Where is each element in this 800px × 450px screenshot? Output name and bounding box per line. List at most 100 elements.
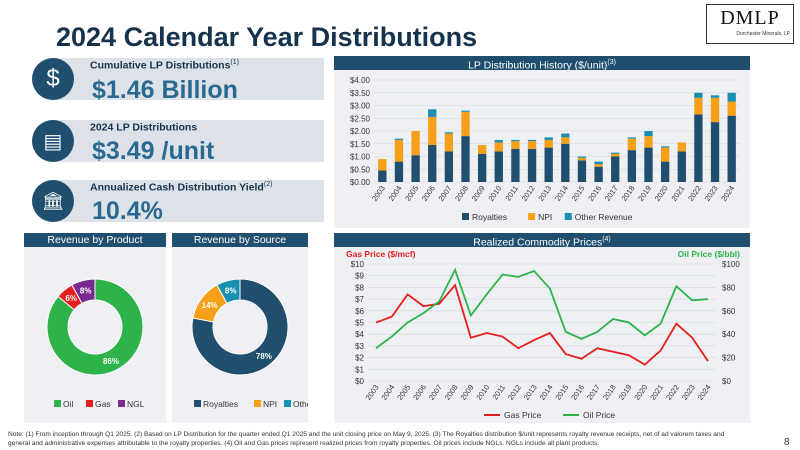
y-left-tick-label: $10 (351, 260, 365, 269)
x-tick-label: 2017 (585, 383, 602, 402)
y-tick-label: $0.50 (350, 165, 371, 174)
x-tick-label: 2023 (703, 184, 720, 203)
legend-label: NGL (127, 399, 145, 409)
x-tick-label: 2011 (490, 383, 507, 401)
kpi-background (54, 120, 324, 162)
x-tick-label: 2020 (632, 383, 649, 402)
bar-npi (577, 157, 587, 161)
source-chart-panel: 78% 14% 8% Royalties NPI Other (172, 247, 314, 423)
y-left-tick-label: $5 (355, 319, 364, 328)
donut-value-label: 14% (202, 301, 218, 310)
y-left-tick-label: $8 (355, 283, 364, 292)
donut-slice-other (216, 278, 241, 305)
y-left-tick-label: $4 (355, 330, 364, 339)
bar-royalties (694, 114, 703, 182)
x-tick-label: 2023 (680, 383, 697, 402)
x-tick-label: 2005 (395, 383, 412, 402)
product-donut-chart: 86% 6%8% Oil Gas NGL (46, 278, 145, 409)
y-tick-label: $0.00 (350, 178, 371, 187)
kpi-label: Cumulative LP Distributions(1) (90, 59, 239, 72)
bar-npi (411, 131, 420, 156)
bar-npi (378, 159, 387, 171)
company-logo: DMLP Dorchester Minerals, LP (706, 4, 794, 44)
legend-label: Royalties (203, 399, 238, 409)
legend-swatch (564, 213, 572, 220)
donut-slice-royalties (191, 278, 289, 376)
bar-npi (644, 136, 653, 148)
bar-royalties (494, 151, 503, 182)
bar-npi (677, 142, 686, 152)
y-right-tick-label: $0 (722, 377, 731, 386)
bar-other-revenue (594, 161, 603, 165)
bar-royalties (561, 143, 570, 182)
kpi-cash-yield: 🏛 Annualized Cash Distribution Yield(2) … (24, 178, 324, 228)
bar-royalties (627, 150, 637, 182)
y-tick-label: $3.50 (350, 89, 371, 98)
y-left-tick-label: $0 (355, 377, 364, 386)
donut-value-label: 6% (65, 294, 77, 303)
bar-other-revenue (444, 132, 454, 134)
bar-npi (611, 153, 620, 157)
y-left-tick-label: $6 (355, 307, 364, 316)
y-axis-right-title: Oil Price ($/bbl) (678, 249, 741, 259)
bar-npi (594, 164, 603, 167)
x-tick-label: 2006 (411, 383, 428, 402)
logo-text: DMLP (720, 7, 780, 29)
x-tick-label: 2017 (603, 184, 620, 203)
legend-swatch (528, 213, 536, 220)
bar-npi (710, 97, 720, 123)
legend-swatch (54, 400, 61, 407)
bar-npi (494, 142, 503, 152)
y-axis-left-title: Gas Price ($/mcf) (346, 249, 416, 259)
dollar-icon: $ (32, 58, 74, 100)
y-right-tick-label: $40 (722, 330, 736, 339)
legend-swatch (86, 400, 93, 407)
y-tick-label: $2.50 (350, 114, 371, 123)
bar-other-revenue (627, 137, 637, 139)
kpi-background (54, 180, 324, 222)
x-tick-label: 2014 (553, 184, 570, 203)
bar-royalties (428, 145, 437, 182)
x-tick-label: 2015 (570, 184, 587, 203)
bar-royalties (444, 151, 454, 182)
bar-other-revenue (394, 138, 404, 140)
bar-royalties (710, 122, 720, 182)
y-tick-label: $2.00 (350, 127, 371, 136)
bar-royalties (477, 153, 487, 182)
bar-npi (477, 145, 487, 154)
bar-other-revenue (527, 139, 537, 142)
x-tick-label: 2007 (437, 184, 454, 203)
x-tick-label: 2022 (664, 383, 681, 402)
y-left-tick-label: $3 (355, 342, 364, 351)
donut-slice-oil (46, 278, 144, 376)
kpi-value: $1.46 Billion (92, 76, 238, 104)
x-tick-label: 2003 (364, 383, 381, 402)
y-left-tick-label: $1 (355, 365, 364, 374)
x-tick-label: 2009 (459, 383, 476, 402)
commodity-chart-panel: Gas Price ($/mcf) Oil Price ($/bbl) $0 $1 $2… (334, 247, 750, 423)
series-line-gas-price (375, 283, 709, 366)
x-tick-label: 2005 (403, 184, 420, 203)
y-tick-label: $1.00 (350, 153, 371, 162)
kpi-value: 10.4% (92, 197, 163, 225)
footnote: Note: (1) From inception through Q1 2025… (8, 431, 725, 447)
bar-royalties (378, 170, 387, 182)
x-tick-label: 2003 (370, 184, 387, 203)
kpi-2024-distributions: ▤ 2024 LP Distributions $3.49 /unit (24, 118, 324, 168)
x-tick-label: 2019 (636, 184, 653, 203)
bar-other-revenue (511, 139, 520, 142)
y-right-tick-label: $100 (722, 260, 740, 269)
x-tick-label: 2018 (620, 184, 637, 203)
y-tick-label: $3.00 (350, 102, 371, 111)
y-right-tick-label: $60 (722, 307, 736, 316)
bar-other-revenue (611, 152, 620, 154)
x-tick-label: 2013 (522, 383, 539, 402)
bar-npi (544, 139, 553, 148)
x-tick-label: 2012 (506, 383, 523, 402)
x-tick-label: 2015 (553, 383, 570, 402)
x-tick-label: 2011 (503, 184, 520, 202)
bar-royalties (394, 161, 404, 182)
legend-label: NPI (538, 212, 552, 222)
legend-label: Other (293, 399, 308, 409)
donut-value-label: 78% (256, 352, 272, 361)
